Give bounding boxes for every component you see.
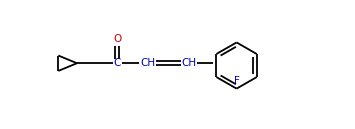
Text: CH: CH bbox=[182, 58, 197, 68]
Text: F: F bbox=[234, 76, 240, 86]
Text: C: C bbox=[114, 58, 121, 68]
Text: CH: CH bbox=[140, 58, 155, 68]
Text: O: O bbox=[113, 34, 121, 44]
